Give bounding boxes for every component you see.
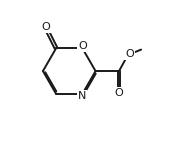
Text: O: O [125,49,134,59]
Text: O: O [41,22,50,32]
Text: N: N [78,91,87,101]
Text: O: O [78,41,87,51]
Text: O: O [115,88,123,98]
